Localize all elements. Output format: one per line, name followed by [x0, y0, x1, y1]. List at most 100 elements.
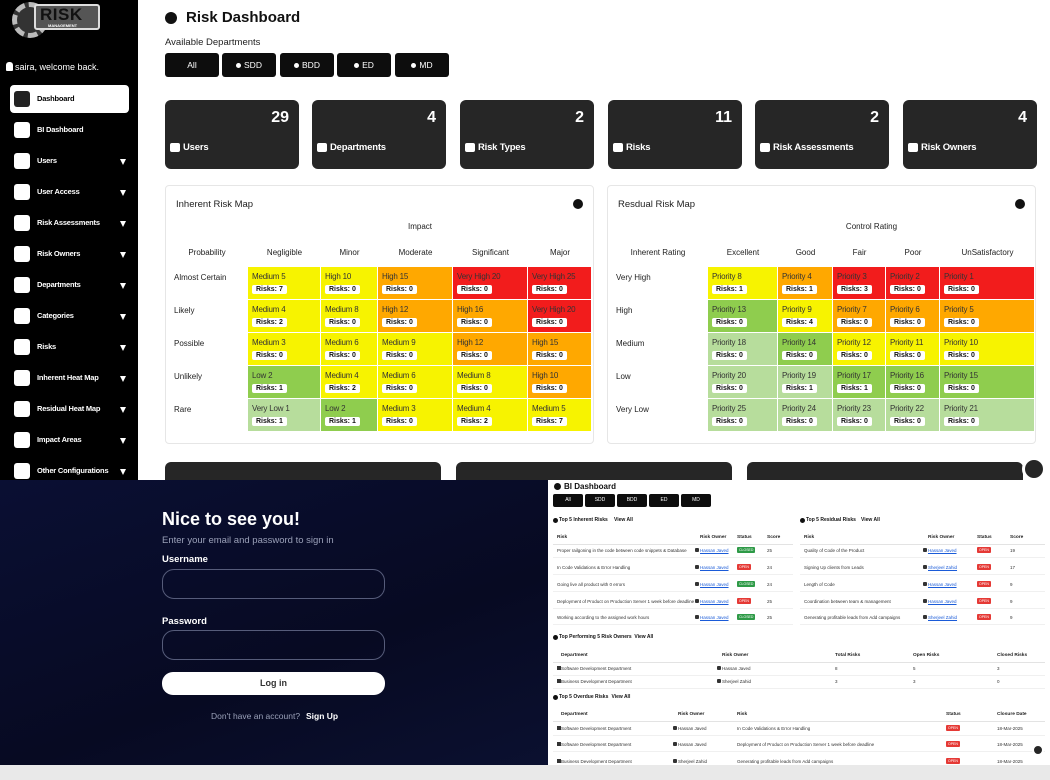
- view-all-link[interactable]: View All: [614, 517, 633, 523]
- cell-label: Medium 5: [532, 404, 566, 413]
- nav-item[interactable]: Risk Owners: [10, 240, 129, 268]
- heat-cell: Medium 8 Risks: 0: [321, 300, 377, 332]
- table-cell: In Code Validations & Error Handling: [737, 726, 811, 731]
- nav-item[interactable]: Categories: [10, 302, 129, 330]
- nav-item[interactable]: Impact Areas: [10, 426, 129, 454]
- password-input[interactable]: [162, 630, 385, 660]
- bi-department-button[interactable]: BDD: [617, 494, 647, 507]
- nav-item[interactable]: Residual Heat Map: [10, 395, 129, 423]
- nav-item[interactable]: Risk Assessments: [10, 209, 129, 237]
- view-all-link[interactable]: View All: [861, 517, 880, 523]
- view-all-link[interactable]: View All: [634, 634, 654, 640]
- owner-icon: [923, 615, 927, 619]
- cell-label: Medium 5: [252, 272, 286, 281]
- table-row-divider: [553, 675, 1045, 676]
- owner-link[interactable]: Hassan Javed: [928, 548, 957, 553]
- heat-cell: Priority 15 Risks: 0: [940, 366, 1034, 398]
- department-button[interactable]: MD: [395, 53, 449, 77]
- risk-count-badge: Risks: 3: [837, 285, 872, 294]
- settings-button[interactable]: [1022, 457, 1046, 481]
- nav-icon: [14, 308, 30, 324]
- owner-link[interactable]: Hassan Javed: [700, 565, 729, 570]
- heat-cell: Priority 4 Risks: 1: [778, 267, 832, 299]
- heat-cell: Priority 3 Risks: 3: [833, 267, 885, 299]
- bi-department-button[interactable]: All: [553, 494, 583, 507]
- owner-link[interactable]: Hassan Javed: [700, 548, 729, 553]
- heat-cell: Low 2 Risks: 1: [321, 399, 377, 431]
- cell-label: Medium 9: [382, 338, 416, 347]
- nav-icon: [14, 122, 30, 138]
- table-cell: 25: [767, 599, 773, 604]
- heat-cell: Very High 25 Risks: 0: [528, 267, 591, 299]
- owner-link[interactable]: Sherjeel Zahid: [928, 615, 958, 620]
- owner-icon: [923, 548, 927, 552]
- status-badge: OPEN: [737, 564, 751, 570]
- nav-item[interactable]: Users: [10, 147, 129, 175]
- settings-button[interactable]: [1032, 744, 1044, 756]
- nav-item[interactable]: Departments: [10, 271, 129, 299]
- login-button[interactable]: Log in: [162, 672, 385, 695]
- row-label: Likely: [174, 306, 195, 315]
- owner-link[interactable]: Hassan Javed: [928, 599, 957, 604]
- nav-icon: [14, 370, 30, 386]
- stat-icon: [908, 143, 918, 152]
- owner-link[interactable]: Hassan Javed: [700, 582, 729, 587]
- cell-label: Priority 8: [712, 272, 742, 281]
- cell-label: Medium 6: [382, 371, 416, 380]
- table-cell: Deployment of Product on Production Serv…: [737, 742, 875, 747]
- risk-count-badge: Risks: 0: [457, 384, 492, 393]
- table-cell: Working according to the assigned work h…: [557, 615, 650, 620]
- nav-item[interactable]: Other Configurations: [10, 457, 129, 485]
- department-button[interactable]: BDD: [280, 53, 334, 77]
- department-name: Business Development Department: [561, 679, 632, 684]
- section-icon: [800, 518, 805, 523]
- owner-link[interactable]: Sherjeel Zahid: [928, 565, 958, 570]
- nav-label: Inherent Heat Map: [37, 373, 99, 382]
- nav-label: Risk Owners: [37, 249, 81, 258]
- department-icon: [557, 742, 561, 746]
- bi-department-button[interactable]: SDD: [585, 494, 615, 507]
- login-screen: Nice to see you! Enter your email and pas…: [0, 480, 548, 765]
- heat-cell: Priority 18 Risks: 0: [708, 333, 777, 365]
- row-label: High: [616, 306, 633, 315]
- cell-label: Priority 18: [712, 338, 746, 347]
- nav-item[interactable]: Risks: [10, 333, 129, 361]
- nav-arrow: [120, 407, 126, 413]
- bi-department-button[interactable]: ED: [649, 494, 679, 507]
- view-all-link[interactable]: View All: [611, 694, 631, 700]
- table-cell: 9: [1010, 599, 1013, 604]
- nav-icon: [14, 432, 30, 448]
- table-cell: 0: [997, 679, 1000, 684]
- department-name: Business Development Department: [561, 759, 632, 764]
- owner-link[interactable]: Hassan Javed: [700, 599, 729, 604]
- bi-department-button[interactable]: MD: [681, 494, 711, 507]
- title-icon: [165, 12, 177, 24]
- column-header: Minor: [339, 248, 360, 257]
- table-row-divider: [553, 751, 1045, 752]
- owner-link[interactable]: Hassan Javed: [928, 582, 957, 587]
- stat-value: 29: [271, 109, 289, 126]
- owner-name: Sherjeel Zahid: [722, 679, 752, 684]
- main-content: Risk Dashboard Available Departments All SD…: [138, 0, 1050, 492]
- owner-link[interactable]: Hassan Javed: [700, 615, 729, 620]
- heat-cell: Medium 4 Risks: 2: [321, 366, 377, 398]
- owner-icon: [695, 599, 699, 603]
- status-badge: CLOSED: [737, 614, 756, 620]
- department-button[interactable]: SDD: [222, 53, 276, 77]
- department-button[interactable]: All: [165, 53, 219, 77]
- heat-cell: Medium 4 Risks: 2: [248, 300, 320, 332]
- heat-map-title: Resdual Risk Map: [618, 199, 696, 210]
- heat-map-panel: Inherent Risk Map Impact Probability Neglig…: [165, 185, 594, 444]
- owner-name: Hassan Javed: [678, 726, 707, 731]
- login-button-label: Log in: [260, 678, 287, 688]
- department-button[interactable]: ED: [337, 53, 391, 77]
- department-name: Software Development Department: [561, 726, 632, 731]
- nav-item[interactable]: Inherent Heat Map: [10, 364, 129, 392]
- nav-item[interactable]: Dashboard: [10, 85, 129, 113]
- username-input[interactable]: [162, 569, 385, 599]
- signup-link[interactable]: Sign Up: [306, 711, 339, 721]
- section-title: Top 5 Residual Risks: [806, 517, 856, 523]
- nav-item[interactable]: User Access: [10, 178, 129, 206]
- status-badge: OPEN: [946, 725, 960, 731]
- nav-item[interactable]: BI Dashboard: [10, 116, 129, 144]
